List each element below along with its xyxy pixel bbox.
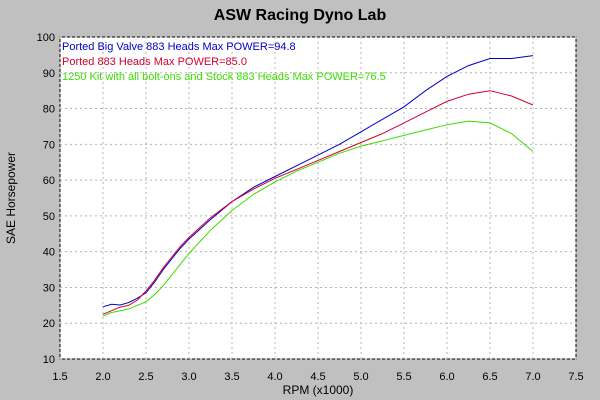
y-tick-label: 100 (37, 32, 55, 44)
x-tick-label: 2.0 (95, 371, 110, 383)
x-tick-label: 2.5 (138, 371, 153, 383)
x-tick-label: 3.0 (181, 371, 196, 383)
legend-entry-3: 1250 Kit with all bolt-ons and Stock 883… (62, 71, 386, 83)
x-tick-label: 7.0 (525, 371, 540, 383)
y-axis-label: SAE Horsepower (4, 152, 18, 244)
x-tick-label: 6.5 (482, 371, 497, 383)
x-axis-label: RPM (x1000) (283, 383, 354, 397)
y-tick-label: 30 (43, 282, 55, 294)
chart-title: ASW Racing Dyno Lab (214, 7, 387, 24)
y-tick-label: 60 (43, 175, 55, 187)
x-tick-label: 4.5 (310, 371, 325, 383)
y-tick-label: 90 (43, 68, 55, 80)
y-tick-label: 20 (43, 318, 55, 330)
axis-tick-labels: 1.5 2.0 2.5 3.0 3.5 4.0 4.5 5.0 5.5 6.0 6.5 7.0 7.5 1… (37, 32, 584, 383)
legend: Ported Big Valve 883 Heads Max POWER=94.… (62, 41, 386, 83)
grid-lines (59, 36, 577, 360)
legend-entry-2: Ported 883 Heads Max POWER=85.0 (62, 56, 247, 68)
x-tick-label: 5.0 (353, 371, 368, 383)
series-lines (102, 55, 534, 317)
y-tick-label: 10 (43, 354, 55, 366)
x-tick-label: 6.0 (439, 371, 454, 383)
x-tick-label: 7.5 (568, 371, 583, 383)
legend-entry-1: Ported Big Valve 883 Heads Max POWER=94.… (62, 41, 296, 53)
y-tick-label: 50 (43, 211, 55, 223)
y-tick-label: 80 (43, 104, 55, 116)
y-tick-label: 70 (43, 139, 55, 151)
x-tick-label: 3.5 (224, 371, 239, 383)
x-tick-label: 1.5 (52, 371, 67, 383)
x-tick-label: 4.0 (267, 371, 282, 383)
series-line-2 (102, 90, 534, 315)
y-tick-label: 40 (43, 247, 55, 259)
x-tick-label: 5.5 (396, 371, 411, 383)
series-line-3 (102, 120, 534, 317)
